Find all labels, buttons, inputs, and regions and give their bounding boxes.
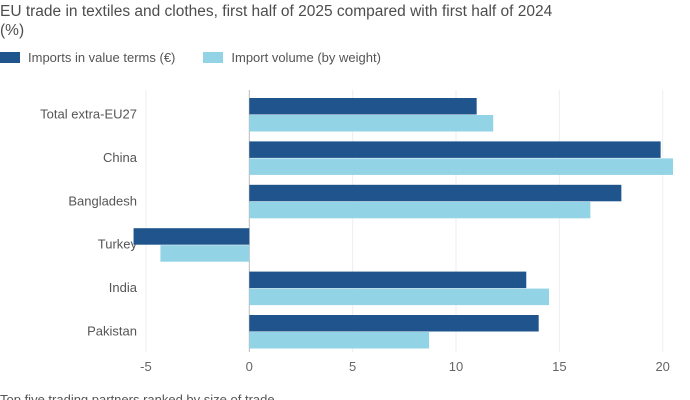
x-tick-label: -5 <box>140 359 152 374</box>
chart-title: EU trade in textiles and clothes, first … <box>0 2 680 40</box>
bar-value <box>249 98 477 115</box>
category-label: Turkey <box>98 237 138 252</box>
bar-value <box>133 228 250 245</box>
category-label: Total extra-EU27 <box>40 107 137 122</box>
x-tick-label: 10 <box>449 359 463 374</box>
bar-volume <box>160 245 250 262</box>
legend-swatch-value <box>0 52 20 63</box>
legend-item-volume: Import volume (by weight) <box>203 50 381 65</box>
x-tick-label: 5 <box>349 359 356 374</box>
x-tick-label: 20 <box>655 359 669 374</box>
category-label: Bangladesh <box>68 193 137 208</box>
subtitle-text: (%) <box>0 22 25 39</box>
legend-label-volume: Import volume (by weight) <box>231 50 381 65</box>
legend-item-value: Imports in value terms (€) <box>0 50 175 65</box>
category-label: China <box>103 150 138 165</box>
x-tick-label: 15 <box>552 359 566 374</box>
bar-value <box>249 271 527 289</box>
bar-volume <box>249 158 674 175</box>
bar-value <box>249 184 622 202</box>
bar-value <box>249 315 539 332</box>
chart-note: Top five trading partners ranked by size… <box>0 392 275 400</box>
bar-volume <box>249 201 591 219</box>
legend-label-value: Imports in value terms (€) <box>28 50 176 65</box>
bar-volume <box>249 115 494 132</box>
title-text: EU trade in textiles and clothes, first … <box>0 3 553 20</box>
bar-volume <box>249 332 430 349</box>
bar-value <box>249 141 661 158</box>
bar-volume <box>249 288 550 306</box>
legend: Imports in value terms (€) Import volume… <box>0 50 409 65</box>
legend-swatch-volume <box>203 52 224 63</box>
x-tick-label: 0 <box>246 359 253 374</box>
category-label: India <box>109 280 138 295</box>
category-label: Pakistan <box>87 324 137 339</box>
